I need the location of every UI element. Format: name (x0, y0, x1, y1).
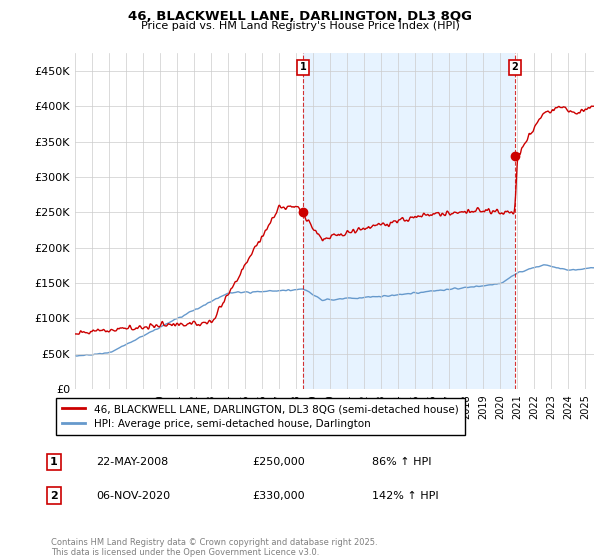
Text: 86% ↑ HPI: 86% ↑ HPI (372, 457, 431, 467)
Text: 1: 1 (299, 62, 306, 72)
Text: 22-MAY-2008: 22-MAY-2008 (96, 457, 168, 467)
Text: 2: 2 (50, 491, 58, 501)
Text: 2: 2 (511, 62, 518, 72)
Text: 1: 1 (50, 457, 58, 467)
Text: 46, BLACKWELL LANE, DARLINGTON, DL3 8QG: 46, BLACKWELL LANE, DARLINGTON, DL3 8QG (128, 10, 472, 23)
Text: £330,000: £330,000 (252, 491, 305, 501)
Text: £250,000: £250,000 (252, 457, 305, 467)
Text: 142% ↑ HPI: 142% ↑ HPI (372, 491, 439, 501)
Text: Contains HM Land Registry data © Crown copyright and database right 2025.
This d: Contains HM Land Registry data © Crown c… (51, 538, 377, 557)
Text: 06-NOV-2020: 06-NOV-2020 (96, 491, 170, 501)
Bar (303, 53, 515, 389)
Text: Price paid vs. HM Land Registry's House Price Index (HPI): Price paid vs. HM Land Registry's House … (140, 21, 460, 31)
Legend: 46, BLACKWELL LANE, DARLINGTON, DL3 8QG (semi-detached house), HPI: Average pric: 46, BLACKWELL LANE, DARLINGTON, DL3 8QG … (56, 398, 465, 436)
